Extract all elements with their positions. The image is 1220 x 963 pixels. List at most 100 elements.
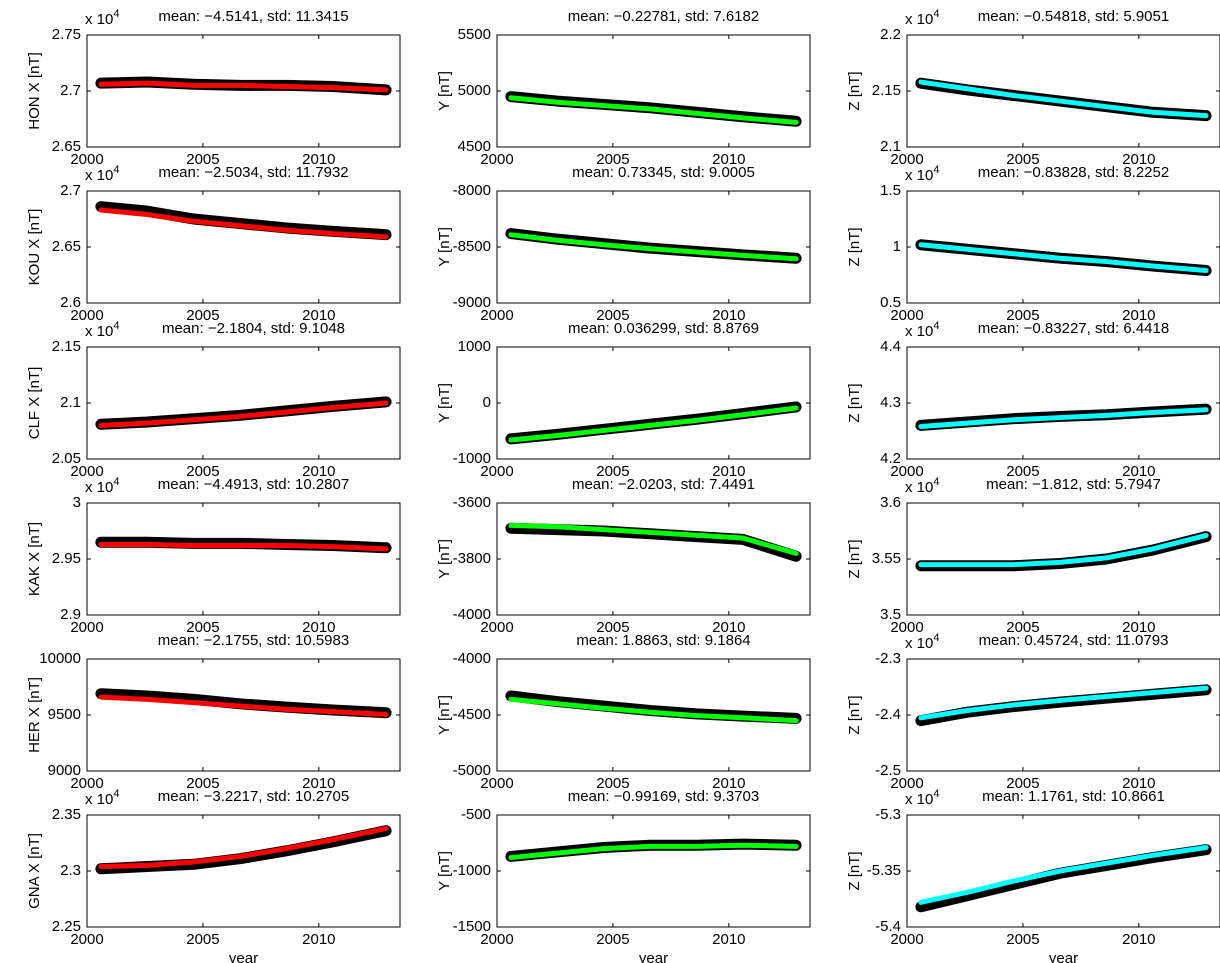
subplot: 2000 2005 2010 -9000 -8500 -8000 mean: 0.73345… [436, 164, 811, 324]
y-multiplier: x 104 [905, 320, 939, 340]
trend-band [508, 522, 799, 556]
y-tick-label: 0.5 [880, 294, 901, 311]
trend-band [918, 79, 1209, 119]
multiplier-exp: 4 [933, 8, 939, 20]
x-tick-label: 2000 [480, 775, 513, 792]
y-tick-label: 2.2 [880, 26, 901, 43]
subplot: 2000 2005 2010 2.05 2.1 2.15 mean: −2.1804, st… [26, 320, 401, 480]
y-tick-label: -5000 [453, 762, 491, 779]
y-axis-label: KOU X [nT] [26, 209, 43, 286]
y-axis-label: Z [nT] [846, 851, 863, 890]
y-axis-label: Y [nT] [436, 851, 453, 891]
trend-band [918, 685, 1209, 721]
subplot-title: mean: −2.1804, std: 9.1048 [162, 320, 345, 337]
data-layer [915, 531, 1212, 572]
y-tick-label: 1000 [458, 338, 491, 355]
trend-band [98, 80, 389, 93]
x-tick-label: 2005 [1006, 931, 1039, 948]
subplot: 2000 2005 2010 2.9 2.95 3 mean: −4.4913, std: … [26, 476, 401, 636]
subplot-title: mean: −0.83828, std: 8.2252 [978, 164, 1169, 181]
y-axis-label: Z [nT] [846, 383, 863, 422]
subplot-title: mean: −2.5034, std: 11.7932 [158, 164, 348, 181]
multiplier-base: x 10 [85, 167, 113, 184]
x-tick-label: 2010 [302, 619, 335, 636]
y-axis-label: Z [nT] [846, 227, 863, 266]
trend-band [508, 842, 799, 861]
x-tick-label: 2010 [1122, 151, 1155, 168]
y-tick-label: 4.4 [880, 338, 901, 355]
x-axis-label: year [639, 950, 668, 963]
multiplier-exp: 4 [113, 8, 119, 20]
x-tick-label: 2000 [70, 307, 103, 324]
x-tick-label: 2010 [1122, 619, 1155, 636]
y-tick-label: 2.25 [52, 918, 81, 935]
y-multiplier: x 104 [905, 164, 939, 184]
multiplier-base: x 10 [85, 791, 113, 808]
x-axis-label: year [229, 950, 258, 963]
trend-band [508, 232, 799, 262]
x-tick-label: 2000 [480, 151, 513, 168]
x-tick-label: 2005 [1006, 307, 1039, 324]
subplot-title: mean: −4.5141, std: 11.3415 [158, 8, 348, 25]
x-tick-label: 2000 [70, 775, 103, 792]
x-tick-label: 2005 [186, 307, 219, 324]
multiplier-exp: 4 [933, 320, 939, 332]
trend-band [918, 844, 1209, 905]
subplot: 2000 2005 2010 2.6 2.65 2.7 mean: −2.5034, std… [26, 164, 401, 324]
x-tick-label: 2005 [1006, 619, 1039, 636]
x-tick-label: 2000 [890, 775, 923, 792]
y-tick-label: -4500 [453, 706, 491, 723]
subplot: 2000 2005 2010 4500 5000 5500 mean: −0.22781, … [436, 8, 811, 168]
x-tick-label: 2005 [596, 619, 629, 636]
x-tick-label: 2005 [596, 307, 629, 324]
multiplier-exp: 4 [113, 788, 119, 800]
data-layer [505, 690, 802, 724]
x-tick-label: 2010 [712, 307, 745, 324]
x-tick-label: 2010 [712, 931, 745, 948]
subplot: 2000 2005 2010 4.2 4.3 4.4 mean: −0.83227, std… [846, 320, 1220, 480]
x-axis-label: year [1049, 950, 1078, 963]
y-tick-label: 4500 [458, 138, 491, 155]
y-tick-label: 2.15 [52, 338, 81, 355]
subplot-title: mean: −4.4913, std: 10.2807 [158, 476, 349, 493]
multiplier-exp: 4 [933, 476, 939, 488]
x-tick-label: 2005 [186, 931, 219, 948]
y-tick-label: -500 [461, 806, 491, 823]
y-multiplier: x 104 [85, 788, 119, 808]
x-tick-label: 2000 [890, 151, 923, 168]
trend-band [508, 405, 799, 443]
y-tick-label: 10000 [39, 650, 81, 667]
multiplier-base: x 10 [905, 791, 933, 808]
x-tick-label: 2005 [596, 775, 629, 792]
y-axis-label: GNA X [nT] [26, 833, 43, 909]
subplot: 2000 2005 2010 2.65 2.7 2.75 mean: −4.5141, st… [26, 8, 401, 168]
multiplier-base: x 10 [905, 11, 933, 28]
y-multiplier: x 104 [85, 320, 119, 340]
x-tick-label: 2000 [480, 619, 513, 636]
subplot: 2000 2005 2010 -4000 -3800 -3600 mean: −2.0203… [436, 476, 811, 636]
trend-band [98, 400, 389, 428]
x-tick-label: 2010 [1122, 931, 1155, 948]
x-tick-label: 2010 [302, 463, 335, 480]
y-tick-label: 4.3 [880, 394, 901, 411]
x-tick-label: 2010 [712, 775, 745, 792]
y-tick-label: 2.1 [60, 394, 81, 411]
y-axis-label: HON X [nT] [26, 52, 43, 130]
x-tick-label: 2000 [70, 619, 103, 636]
x-tick-label: 2005 [1006, 151, 1039, 168]
x-tick-label: 2010 [712, 463, 745, 480]
y-tick-label: 2.6 [60, 294, 81, 311]
y-tick-label: 9500 [48, 706, 81, 723]
x-tick-label: 2005 [1006, 775, 1039, 792]
y-multiplier: x 104 [905, 632, 939, 652]
plot-area [497, 503, 810, 615]
subplot-title: mean: −3.2217, std: 10.2705 [158, 788, 349, 805]
subplot: 2000 2005 2010 2.1 2.15 2.2 mean: −0.54818, st… [846, 8, 1220, 168]
x-tick-label: 2005 [186, 619, 219, 636]
y-axis-label: Y [nT] [436, 539, 453, 579]
multiplier-exp: 4 [113, 164, 119, 176]
y-axis-label: Z [nT] [846, 695, 863, 734]
y-tick-label: 2.75 [52, 26, 81, 43]
x-tick-label: 2010 [712, 619, 745, 636]
multiplier-base: x 10 [905, 479, 933, 496]
